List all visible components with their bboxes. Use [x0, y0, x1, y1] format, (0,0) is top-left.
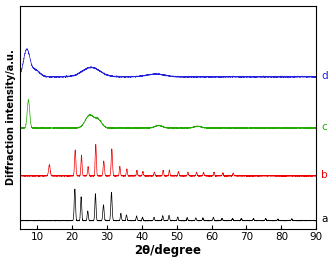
- Y-axis label: Diffraction intensity/a.u.: Diffraction intensity/a.u.: [6, 49, 16, 185]
- Text: b: b: [321, 170, 328, 180]
- Text: d: d: [321, 71, 328, 81]
- Text: c: c: [321, 122, 327, 132]
- X-axis label: 2θ/degree: 2θ/degree: [135, 244, 201, 257]
- Text: a: a: [321, 214, 328, 224]
